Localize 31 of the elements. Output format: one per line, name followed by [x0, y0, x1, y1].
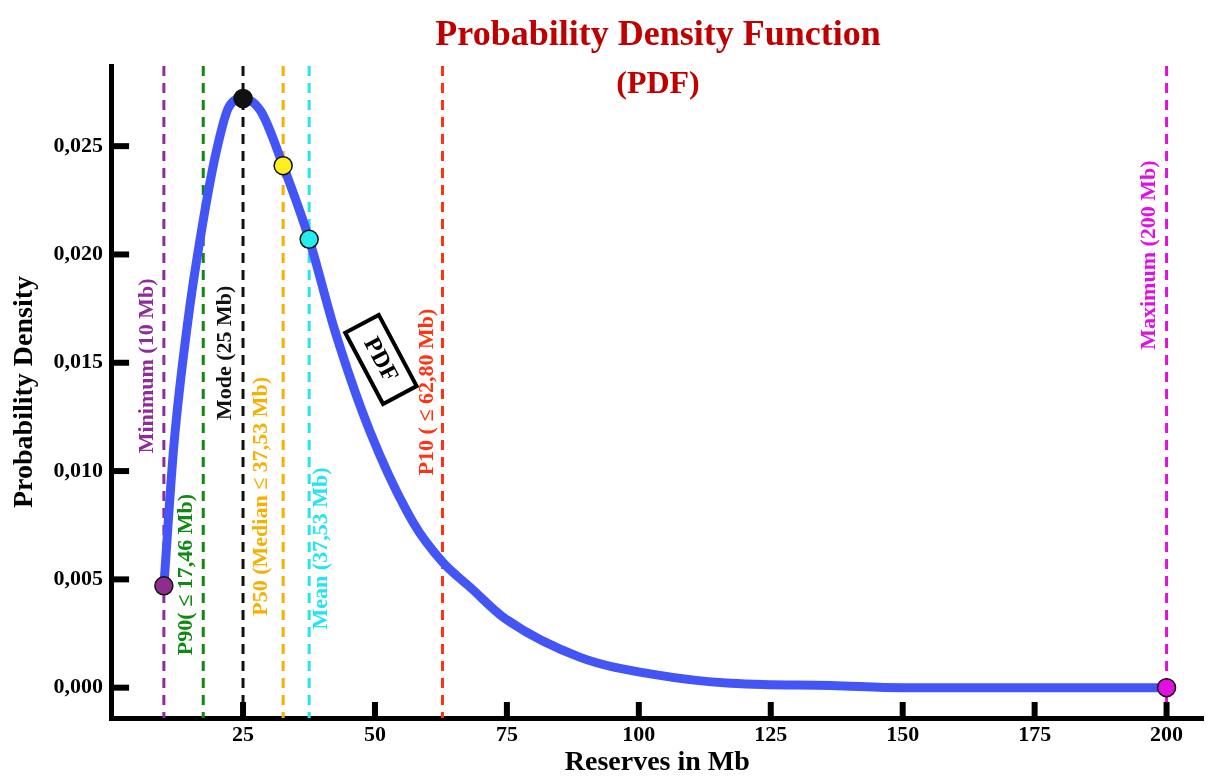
- x-tick-label: 150: [886, 720, 920, 746]
- point: [1156, 677, 1177, 698]
- ref-line-label: P90( ≤ 17,46 Mb): [171, 493, 197, 656]
- y-tick-label: 0,010: [53, 456, 104, 482]
- ref-line-label: P10 ( ≤ 62,80 Mb): [413, 308, 439, 476]
- point: [273, 155, 293, 176]
- ref-line-label: Mode (25 Mb): [210, 285, 236, 421]
- ref-line-label: Mean (37,53 Mb): [306, 467, 332, 630]
- y-tick-label: 0,015: [53, 348, 104, 374]
- y-tick-label: 0,000: [53, 673, 104, 699]
- x-tick-label: 25: [232, 720, 255, 746]
- annotation: PDF: [359, 332, 405, 386]
- y-tick-label: 0,005: [53, 565, 104, 591]
- point: [154, 576, 174, 596]
- chart-subtitle: (PDF): [616, 64, 700, 101]
- x-tick-label: 125: [754, 720, 788, 746]
- x-axis-title: Reserves in Mb: [564, 745, 750, 777]
- point: [299, 229, 319, 250]
- y-tick-label: 0,020: [53, 240, 104, 266]
- ref-line-label: P50 (Median ≤ 37,53 Mb): [246, 376, 272, 616]
- x-tick-label: 175: [1018, 720, 1052, 746]
- x-tick-label: 200: [1150, 720, 1184, 746]
- x-tick-label: 100: [622, 720, 656, 746]
- chart-title: Probability Density Function: [435, 13, 881, 54]
- y-axis-title: Probability Density: [7, 275, 39, 509]
- x-tick-label: 75: [495, 720, 518, 746]
- y-tick-label: 0,025: [53, 131, 104, 157]
- ref-line-label: Minimum (10 Mb): [132, 278, 158, 454]
- point: [233, 88, 253, 109]
- ref-line-label: Maximum (200 Mb): [1135, 160, 1161, 350]
- x-tick-label: 50: [363, 720, 386, 746]
